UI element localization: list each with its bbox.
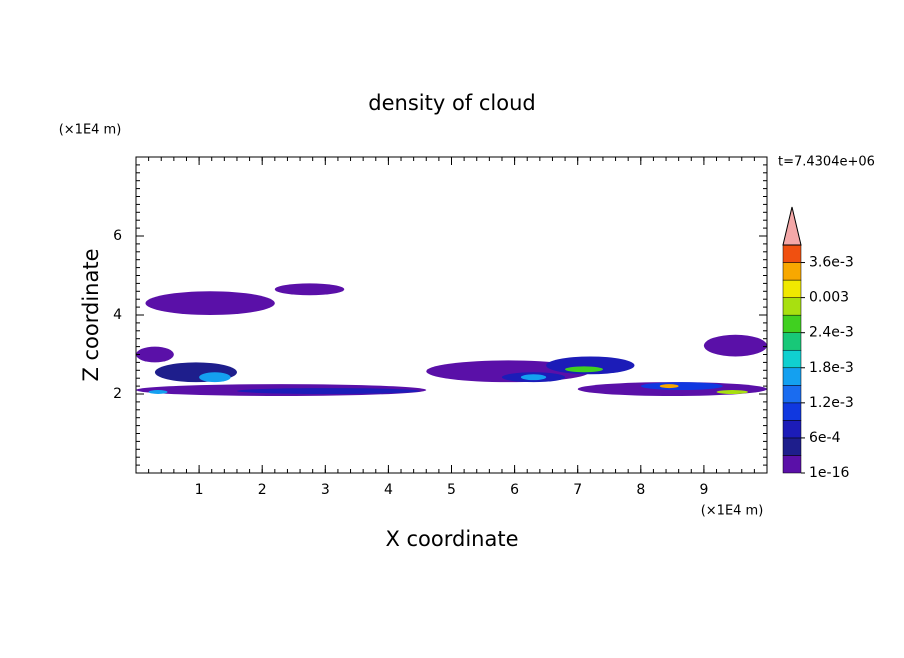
- x-tick-label: 9: [699, 482, 708, 498]
- x-tick-label: 1: [195, 482, 204, 498]
- colorbar-tick-label: 1.8e-3: [809, 360, 854, 376]
- x-axis-label: X coordinate: [385, 527, 518, 551]
- cloud-patch: [236, 388, 420, 394]
- colorbar-segment: [782, 349, 802, 369]
- colorbar-segment: [782, 297, 802, 316]
- colorbar-segment: [782, 332, 802, 351]
- y-unit: (×1E4 m): [59, 123, 122, 138]
- colorbar-segment: [782, 420, 802, 439]
- x-tick-label: 8: [636, 482, 645, 498]
- colorbar-segment: [782, 367, 802, 386]
- plot-frame: [135, 156, 768, 474]
- cloud-patch: [148, 390, 168, 394]
- x-tick-label: 3: [321, 482, 330, 498]
- x-tick-label: 7: [573, 482, 582, 498]
- cloud-patch: [520, 374, 547, 381]
- colorbar-segment: [782, 402, 802, 421]
- x-tick-label: 6: [510, 482, 519, 498]
- contour-field: [136, 283, 767, 396]
- y-axis-label: Z coordinate: [79, 248, 103, 381]
- colorbar-extension: [782, 206, 802, 246]
- chart-title: density of cloud: [368, 91, 535, 115]
- cloud-patch: [640, 382, 723, 391]
- cloud-patch: [565, 366, 603, 373]
- y-tick-label: 4: [113, 307, 122, 323]
- x-tick-label: 5: [447, 482, 456, 498]
- cloud-patch: [659, 384, 679, 389]
- colorbar-segment: [782, 314, 802, 333]
- cloud-patch: [136, 346, 174, 363]
- colorbar-tick-label: 0.003: [809, 290, 849, 306]
- cloud-patch: [716, 390, 749, 394]
- colorbar-tick-label: 2.4e-3: [809, 325, 854, 341]
- colorbar-segment: [782, 385, 802, 404]
- x-tick-label: 4: [384, 482, 393, 498]
- x-tick-label: 2: [258, 482, 267, 498]
- colorbar-tick-label: 1.2e-3: [809, 395, 854, 411]
- x-unit: (×1E4 m): [701, 504, 764, 519]
- colorbar-segment: [782, 262, 802, 281]
- colorbar-segment: [782, 244, 802, 263]
- cloud-patch: [274, 283, 345, 296]
- colorbar-segment: [782, 437, 802, 456]
- y-tick-label: 2: [113, 386, 122, 402]
- colorbar-tick-label: 3.6e-3: [809, 255, 854, 271]
- cloud-patch: [703, 334, 767, 357]
- colorbar-segment: [782, 279, 802, 298]
- cloud-patch: [145, 291, 275, 315]
- colorbar-tick-label: 6e-4: [809, 430, 841, 446]
- cloud-patch: [199, 372, 231, 383]
- time-label: t=7.4304e+06: [778, 155, 875, 170]
- colorbar-segment: [782, 455, 802, 474]
- colorbar-tick-label: 1e-16: [809, 465, 849, 481]
- y-tick-label: 6: [113, 228, 122, 244]
